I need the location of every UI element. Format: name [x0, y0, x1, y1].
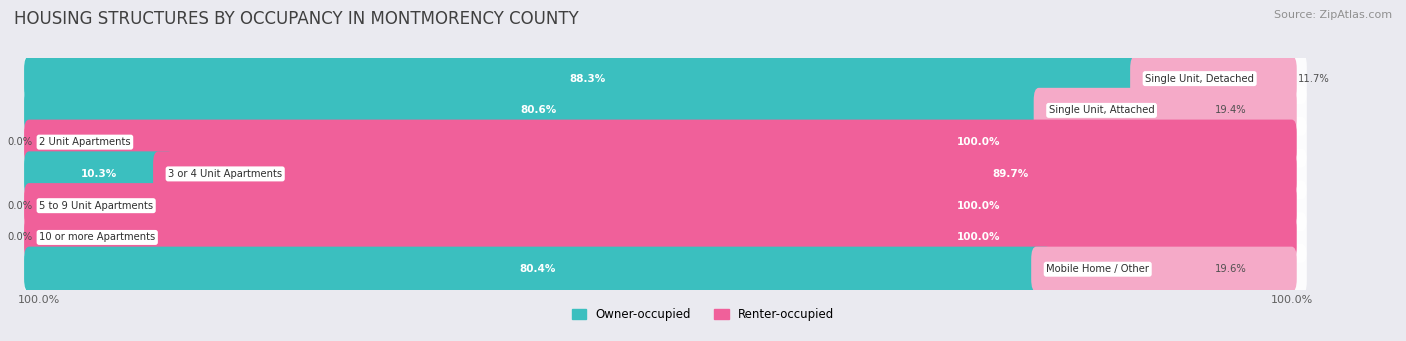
Text: HOUSING STRUCTURES BY OCCUPANCY IN MONTMORENCY COUNTY: HOUSING STRUCTURES BY OCCUPANCY IN MONTM… — [14, 10, 579, 28]
Text: 0.0%: 0.0% — [7, 233, 32, 242]
Text: 100.0%: 100.0% — [957, 201, 1000, 211]
FancyBboxPatch shape — [24, 212, 1306, 263]
Text: 19.4%: 19.4% — [1215, 105, 1247, 115]
FancyBboxPatch shape — [24, 215, 1296, 260]
Text: 5 to 9 Unit Apartments: 5 to 9 Unit Apartments — [39, 201, 153, 211]
Text: Single Unit, Attached: Single Unit, Attached — [1049, 105, 1154, 115]
Text: 88.3%: 88.3% — [569, 74, 605, 84]
Text: 80.4%: 80.4% — [519, 264, 555, 274]
Text: 3 or 4 Unit Apartments: 3 or 4 Unit Apartments — [169, 169, 283, 179]
Text: Single Unit, Detached: Single Unit, Detached — [1144, 74, 1254, 84]
Text: 2 Unit Apartments: 2 Unit Apartments — [39, 137, 131, 147]
Legend: Owner-occupied, Renter-occupied: Owner-occupied, Renter-occupied — [567, 303, 839, 326]
FancyBboxPatch shape — [24, 149, 1306, 199]
Text: Source: ZipAtlas.com: Source: ZipAtlas.com — [1274, 10, 1392, 20]
Text: 10 or more Apartments: 10 or more Apartments — [39, 233, 155, 242]
FancyBboxPatch shape — [24, 56, 1150, 101]
FancyBboxPatch shape — [24, 151, 173, 196]
FancyBboxPatch shape — [24, 120, 1296, 165]
FancyBboxPatch shape — [1130, 56, 1296, 101]
Text: Mobile Home / Other: Mobile Home / Other — [1046, 264, 1149, 274]
FancyBboxPatch shape — [24, 247, 1052, 292]
FancyBboxPatch shape — [1033, 88, 1296, 133]
Text: 100.0%: 100.0% — [957, 137, 1000, 147]
FancyBboxPatch shape — [24, 244, 1306, 294]
FancyBboxPatch shape — [24, 181, 1306, 231]
FancyBboxPatch shape — [24, 183, 1296, 228]
Text: 0.0%: 0.0% — [7, 137, 32, 147]
Text: 100.0%: 100.0% — [957, 233, 1000, 242]
Text: 19.6%: 19.6% — [1215, 264, 1246, 274]
FancyBboxPatch shape — [24, 54, 1306, 104]
FancyBboxPatch shape — [1031, 247, 1296, 292]
FancyBboxPatch shape — [24, 88, 1053, 133]
Text: 80.6%: 80.6% — [520, 105, 557, 115]
Text: 10.3%: 10.3% — [80, 169, 117, 179]
FancyBboxPatch shape — [153, 151, 1296, 196]
Text: 0.0%: 0.0% — [7, 201, 32, 211]
FancyBboxPatch shape — [24, 117, 1306, 167]
Text: 11.7%: 11.7% — [1298, 74, 1330, 84]
FancyBboxPatch shape — [24, 85, 1306, 135]
Text: 89.7%: 89.7% — [993, 169, 1029, 179]
